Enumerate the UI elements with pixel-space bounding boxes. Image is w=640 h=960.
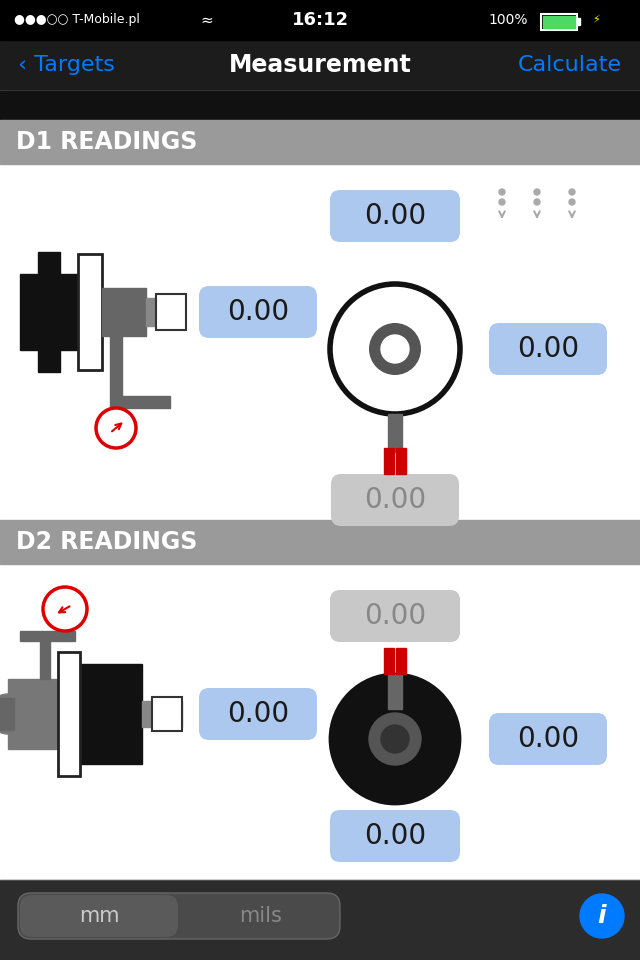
Bar [156, 294, 186, 330]
Text: Calculate: Calculate [518, 55, 622, 75]
FancyBboxPatch shape [20, 895, 178, 937]
Bar [110, 336, 122, 396]
Bar [146, 298, 184, 326]
Circle shape [499, 199, 505, 205]
Bar [577, 18, 580, 25]
Text: ‹ Targets: ‹ Targets [18, 55, 115, 75]
Bar [58, 652, 80, 776]
FancyBboxPatch shape [199, 688, 317, 740]
Bar [543, 16, 575, 28]
Bar [0, 0, 640, 40]
Bar [102, 288, 146, 336]
Text: mm: mm [79, 906, 119, 926]
Bar [8, 679, 58, 749]
FancyBboxPatch shape [330, 810, 460, 862]
Text: Measurement: Measurement [228, 53, 412, 77]
Bar [110, 396, 170, 408]
Circle shape [330, 284, 460, 414]
Bar [0, 164, 640, 520]
Text: 0.00: 0.00 [364, 202, 426, 230]
Bar [541, 14, 577, 30]
Text: 0.00: 0.00 [517, 335, 579, 363]
Circle shape [534, 189, 540, 195]
Circle shape [569, 189, 575, 195]
Text: D2 READINGS: D2 READINGS [16, 530, 197, 554]
Bar [0, 40, 640, 90]
Text: ≈: ≈ [200, 12, 212, 28]
Bar [78, 254, 102, 370]
Circle shape [381, 335, 409, 363]
Circle shape [381, 725, 409, 753]
Circle shape [330, 674, 460, 804]
FancyBboxPatch shape [330, 190, 460, 242]
Text: ⚡: ⚡ [592, 15, 600, 25]
Bar [152, 697, 182, 731]
Bar [0, 564, 640, 880]
Text: 0.00: 0.00 [364, 486, 426, 514]
Circle shape [499, 189, 505, 195]
Bar [0, 880, 640, 960]
Bar [396, 648, 406, 674]
Bar [38, 350, 60, 372]
Circle shape [580, 894, 624, 938]
Bar [384, 648, 394, 674]
Text: 0.00: 0.00 [227, 298, 289, 326]
Bar [396, 448, 406, 474]
Text: mils: mils [239, 906, 282, 926]
Text: 0.00: 0.00 [364, 602, 426, 630]
Bar [0, 120, 640, 164]
Bar [20, 631, 75, 641]
Bar [0, 698, 14, 730]
Bar [80, 664, 142, 764]
Text: 0.00: 0.00 [227, 700, 289, 728]
Text: D1 READINGS: D1 READINGS [16, 130, 197, 154]
FancyBboxPatch shape [199, 286, 317, 338]
Text: 16:12: 16:12 [291, 11, 349, 29]
Bar [38, 252, 60, 274]
FancyBboxPatch shape [18, 893, 340, 939]
Circle shape [43, 587, 87, 631]
Circle shape [0, 694, 28, 734]
Text: ●●●○○ T-Mobile.pl: ●●●○○ T-Mobile.pl [14, 13, 140, 27]
Text: i: i [598, 904, 606, 928]
Circle shape [569, 199, 575, 205]
Bar [40, 639, 50, 679]
FancyBboxPatch shape [331, 474, 459, 526]
Bar [142, 701, 182, 727]
Bar [20, 274, 78, 350]
Bar [388, 674, 402, 709]
FancyBboxPatch shape [489, 323, 607, 375]
Text: 0.00: 0.00 [364, 822, 426, 850]
Circle shape [369, 323, 421, 375]
Text: 100%: 100% [488, 13, 527, 27]
Bar [0, 520, 640, 564]
Circle shape [96, 408, 136, 448]
Circle shape [534, 199, 540, 205]
FancyBboxPatch shape [330, 590, 460, 642]
Circle shape [369, 713, 421, 765]
FancyBboxPatch shape [489, 713, 607, 765]
Bar [388, 414, 402, 452]
Text: 0.00: 0.00 [517, 725, 579, 753]
Bar [384, 448, 394, 474]
